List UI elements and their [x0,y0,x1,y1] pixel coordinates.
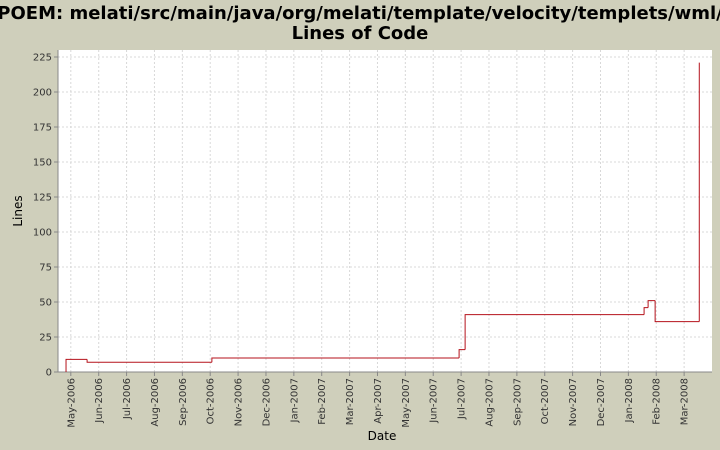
x-tick-label: Aug-2006 [150,378,161,427]
x-tick-label: Sep-2006 [178,378,189,426]
x-tick-label: Feb-2008 [652,378,663,425]
step-segment [643,307,649,315]
x-tick-label: Mar-2008 [680,378,691,425]
x-tick-label: Apr-2007 [373,378,384,424]
step-segment [86,359,212,363]
x-tick-label: Sep-2007 [512,378,523,426]
y-tick-label: 150 [33,158,52,169]
step-segment [458,349,466,358]
step-segment [647,300,656,308]
chart-title: Lines of Code [292,23,429,44]
x-tick-label: Feb-2007 [317,378,328,425]
y-tick-label: 175 [33,123,52,134]
x-tick-label: Jun-2007 [429,378,440,424]
x-tick-label: Nov-2006 [234,378,245,426]
y-axis-label: Lines [11,195,25,226]
y-tick-label: 25 [39,333,52,344]
x-tick-label: Oct-2006 [206,378,217,424]
x-tick-label: Jul-2007 [457,378,468,420]
step-segment [654,300,700,323]
x-tick-label: May-2006 [66,378,77,428]
y-tick-label: 0 [46,368,52,379]
x-tick-label: Nov-2007 [568,378,579,426]
x-tick-label: Dec-2006 [261,378,272,426]
x-tick-label: Aug-2007 [484,378,495,427]
x-tick-label: Jan-2008 [624,378,635,423]
x-tick-label: May-2007 [401,378,412,428]
x-tick-label: Oct-2007 [540,378,551,424]
step-segment [464,314,645,350]
x-tick-label: Dec-2007 [596,378,607,426]
step-segment [65,358,88,372]
y-tick-label: 125 [33,193,52,204]
y-tick-label: 75 [39,263,52,274]
x-tick-label: Jan-2007 [289,378,300,423]
y-tick-label: 225 [33,53,52,64]
chart-title: POEM: melati/src/main/java/org/melati/te… [0,3,720,24]
plot-area [58,50,712,372]
x-tick-label: Jun-2006 [94,378,105,424]
y-tick-label: 50 [39,298,52,309]
x-axis-label: Date [368,429,397,443]
step-segment [211,357,460,363]
y-tick-label: 200 [33,88,52,99]
x-tick-label: Mar-2007 [345,378,356,425]
y-tick-label: 100 [33,228,52,239]
x-tick-label: Jul-2006 [122,378,133,420]
